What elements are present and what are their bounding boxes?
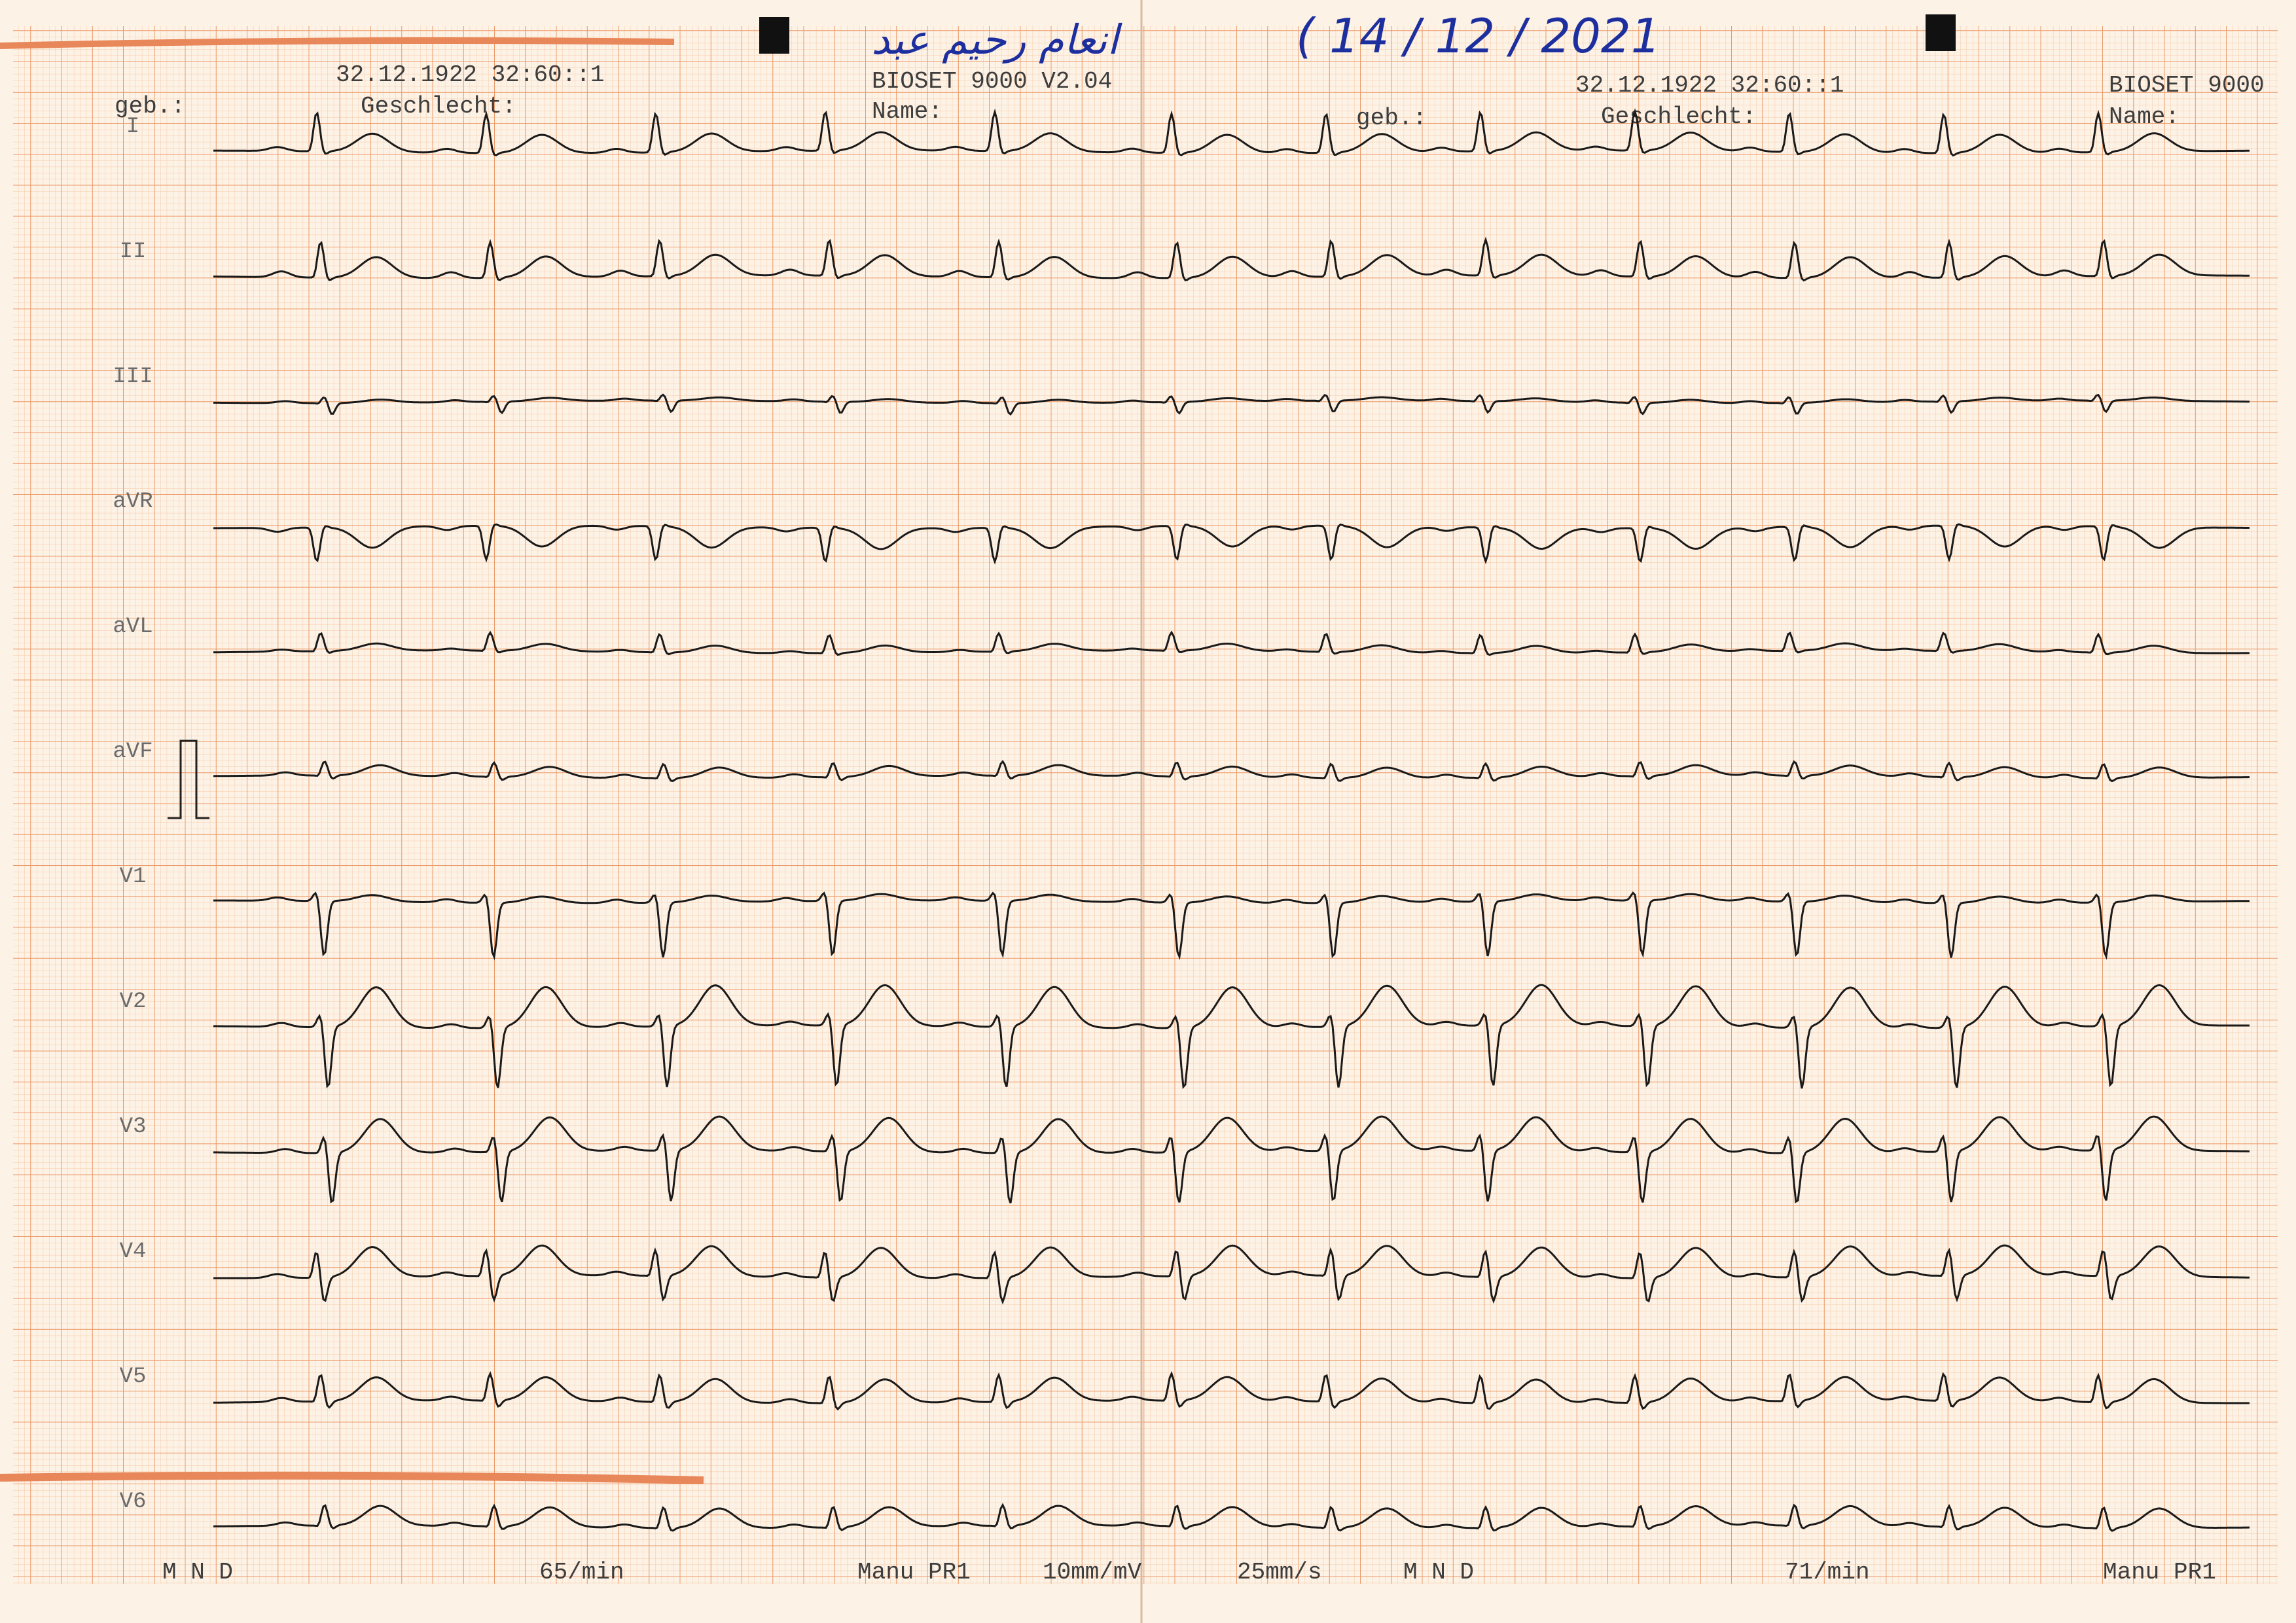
- geschlecht: Geschlecht:: [1601, 103, 1757, 130]
- ecg-trace: [213, 108, 2250, 157]
- geb: geb.:: [1356, 105, 1427, 132]
- device: BIOSET 9000 V2.04: [872, 68, 1112, 95]
- device: BIOSET 9000: [2109, 72, 2265, 99]
- lead-label: aVF: [113, 740, 152, 764]
- footer-text: M N D: [1403, 1559, 1474, 1586]
- ecg-trace: [213, 1115, 2250, 1204]
- lead-label: I: [126, 115, 139, 139]
- lead-label: aVL: [113, 615, 152, 639]
- footer-text: M N D: [162, 1559, 233, 1586]
- name-label: Name:: [2109, 103, 2179, 130]
- ecg-trace: [213, 891, 2250, 961]
- geschlecht: Geschlecht:: [361, 93, 516, 120]
- ecg-trace: [213, 984, 2250, 1090]
- major-grid: [13, 26, 2278, 1584]
- marker-square: [759, 17, 789, 54]
- lead-label: V2: [120, 990, 147, 1014]
- ecg-trace: [213, 630, 2250, 656]
- calibration-pulse: [168, 740, 209, 819]
- orange-stroke: [0, 1471, 704, 1484]
- geb: geb.:: [115, 93, 185, 120]
- footer-text: Manu PR1: [857, 1559, 971, 1586]
- lead-label: V6: [120, 1489, 147, 1514]
- footer-text: 65/min: [539, 1559, 624, 1586]
- date: ( 14 / 12 / 2021: [1296, 9, 1661, 63]
- lead-label: II: [120, 240, 147, 264]
- footer-text: 71/min: [1785, 1559, 1870, 1586]
- datetime: 32.12.1922 32:60::1: [1575, 72, 1844, 99]
- ecg-trace: [213, 393, 2250, 416]
- footer-text: Manu PR1: [2103, 1559, 2216, 1586]
- lead-label: aVR: [113, 490, 152, 514]
- ecg-trace: [213, 1370, 2250, 1411]
- lead-label: III: [113, 365, 152, 389]
- name-label: Name:: [872, 98, 942, 125]
- ecg-trace: [213, 1503, 2250, 1532]
- ecg-trace: [213, 1244, 2250, 1305]
- ecg-trace: [213, 523, 2250, 565]
- footer-text: 10mm/mV: [1043, 1559, 1142, 1586]
- lead-label: V4: [120, 1240, 147, 1264]
- ecg-trace: [213, 760, 2250, 783]
- lead-label: V5: [120, 1364, 147, 1389]
- orange-stroke: [0, 37, 675, 49]
- patient-name: انعام رحيم عبد: [871, 16, 1122, 64]
- marker-square: [1926, 14, 1956, 51]
- datetime: 32.12.1922 32:60::1: [336, 62, 604, 88]
- footer-text: 25mm/s: [1237, 1559, 1322, 1586]
- lead-label: V1: [120, 865, 147, 889]
- ecg-trace: [213, 236, 2250, 282]
- lead-label: V3: [120, 1115, 147, 1139]
